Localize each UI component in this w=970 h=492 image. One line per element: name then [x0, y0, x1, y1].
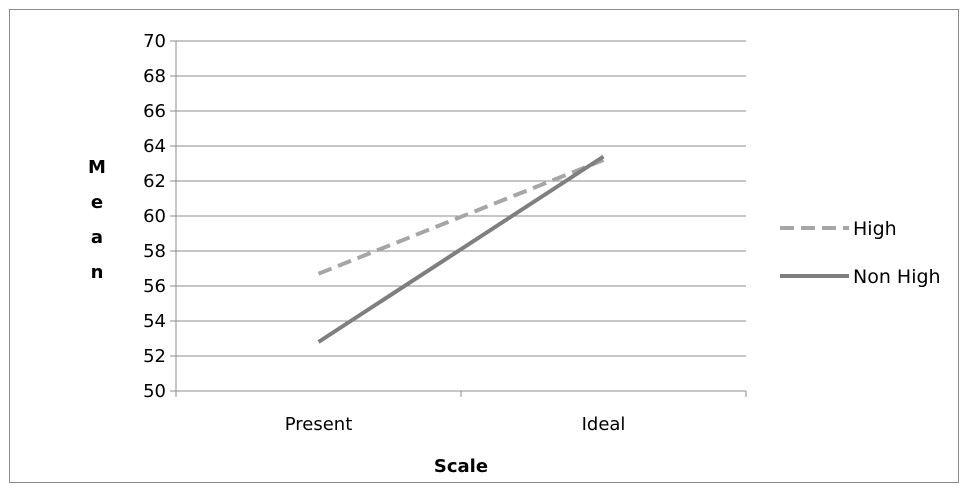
y-tick-label: 68 — [143, 66, 166, 87]
y-tick-label: 58 — [143, 241, 166, 262]
y-tick-label: 52 — [143, 346, 166, 367]
y-tick-label: 50 — [143, 381, 166, 402]
series-line-high — [317, 158, 605, 276]
y-tick-label: 62 — [143, 171, 166, 192]
gridlines — [176, 40, 746, 357]
chart-frame — [9, 9, 959, 483]
x-tick-label: Ideal — [582, 414, 626, 435]
y-tick-label: 64 — [143, 136, 166, 157]
y-axis-title-letter: n — [91, 262, 104, 283]
y-tick-label: 54 — [143, 311, 166, 332]
y-axis-title-letter: M — [88, 157, 106, 178]
y-axis-title-letter: e — [91, 192, 103, 213]
y-tick-label: 70 — [143, 31, 166, 52]
x-axis-title: Scale — [434, 456, 488, 477]
series-line-non-high — [317, 154, 605, 344]
x-axis: Present Ideal — [175, 41, 747, 435]
legend-label: Non High — [853, 266, 941, 288]
series-lines — [317, 154, 605, 344]
y-tick-label: 56 — [143, 276, 166, 297]
y-tick-label: 60 — [143, 206, 166, 227]
legend: High Non High — [780, 218, 941, 288]
x-tick-label: Present — [285, 414, 353, 435]
y-axis-ticks: 50 52 54 56 58 60 62 64 66 68 70 — [143, 31, 176, 402]
legend-label: High — [853, 218, 897, 240]
y-tick-label: 66 — [143, 101, 166, 122]
y-axis-title-letter: a — [91, 227, 103, 248]
